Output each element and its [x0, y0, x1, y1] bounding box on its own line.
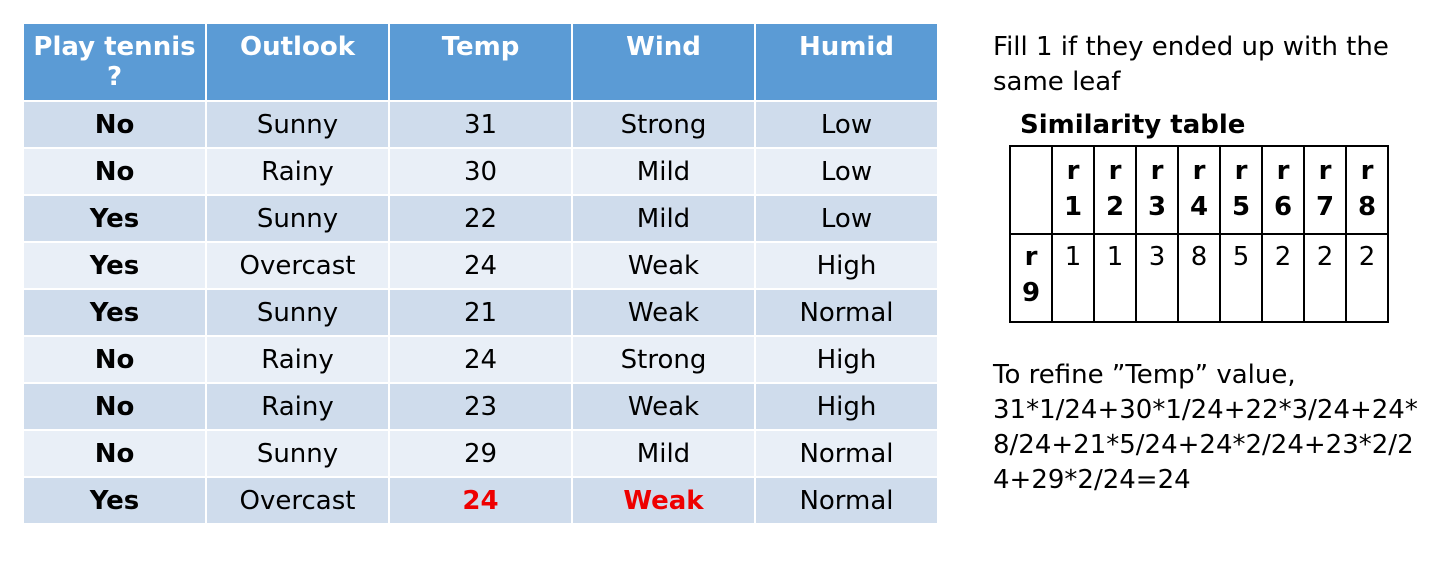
cell: High [754, 241, 939, 290]
sim-header-cell: r4 [1177, 145, 1221, 235]
refine-text: To refine ”Temp” value, 31*1/24+30*1/24+… [993, 358, 1425, 498]
cell: Weak [571, 476, 756, 525]
cell: Yes [22, 288, 207, 337]
sim-header-cell: r8 [1345, 145, 1389, 235]
sim-header-cell: r5 [1219, 145, 1263, 235]
cell: Mild [571, 429, 756, 478]
sim-header-label: r6 [1273, 156, 1293, 222]
refine-intro: To refine ”Temp” value, [993, 360, 1296, 390]
sim-header-label: r8 [1357, 156, 1377, 222]
cell: Sunny [205, 429, 390, 478]
sim-row-label: r9 [1021, 242, 1041, 308]
note: Fill 1 if they ended up with the same le… [993, 32, 1389, 97]
sim-header-cell: r1 [1051, 145, 1095, 235]
sim-row-label-cell: r9 [1009, 233, 1053, 323]
cell: High [754, 382, 939, 431]
sim-value: 1 [1093, 233, 1137, 323]
cell: Strong [571, 335, 756, 384]
similarity-table: r1 r2 r3 r4 r5 r6 r7 r8 r9 1 1 3 8 5 2 2 2 [1009, 145, 1389, 323]
cell: Rainy [205, 382, 390, 431]
cell: Overcast [205, 241, 390, 290]
cell: Weak [571, 241, 756, 290]
cell: Low [754, 194, 939, 243]
sim-header-label: r7 [1315, 156, 1335, 222]
cell: No [22, 147, 207, 196]
data-table: Play tennis ? Outlook Temp Wind Humid No Sunny… [22, 22, 939, 525]
cell: Normal [754, 429, 939, 478]
sim-header-label: r2 [1105, 156, 1125, 222]
sim-value: 3 [1135, 233, 1179, 323]
cell: No [22, 335, 207, 384]
cell: 31 [388, 100, 573, 149]
header-cell: Wind [571, 22, 756, 102]
cell: High [754, 335, 939, 384]
cell: Normal [754, 288, 939, 337]
sim-data-row: r9 1 1 3 8 5 2 2 2 [1009, 233, 1389, 323]
sim-value: 2 [1345, 233, 1389, 323]
cell: No [22, 382, 207, 431]
cell: Mild [571, 194, 756, 243]
header-cell: Temp [388, 22, 573, 102]
cell: Weak [571, 382, 756, 431]
sim-header-label: r5 [1231, 156, 1251, 222]
cell: No [22, 100, 207, 149]
sim-header-cell: r3 [1135, 145, 1179, 235]
cell: Rainy [205, 147, 390, 196]
refine-formula: 31*1/24+30*1/24+22*3/24+24*8/24+21*5/24+… [993, 395, 1418, 495]
cell: Yes [22, 194, 207, 243]
sim-value: 2 [1261, 233, 1305, 323]
sim-value: 8 [1177, 233, 1221, 323]
sim-header-label: r4 [1189, 156, 1209, 222]
header-cell: Humid [754, 22, 939, 102]
cell: 29 [388, 429, 573, 478]
cell: Mild [571, 147, 756, 196]
cell: Low [754, 147, 939, 196]
sim-header-cell: r7 [1303, 145, 1347, 235]
row: Yes Sunny 22 Mild Low [22, 194, 939, 243]
cell: 22 [388, 194, 573, 243]
sim-header-label: r3 [1147, 156, 1167, 222]
cell: Normal [754, 476, 939, 525]
header-cell: Outlook [205, 22, 390, 102]
row: No Rainy 30 Mild Low [22, 147, 939, 196]
row: No Sunny 31 Strong Low [22, 100, 939, 149]
cell: Rainy [205, 335, 390, 384]
sim-value: 1 [1051, 233, 1095, 323]
row: Yes Sunny 21 Weak Normal [22, 288, 939, 337]
cell: No [22, 429, 207, 478]
sim-value: 5 [1219, 233, 1263, 323]
cell: Yes [22, 476, 207, 525]
cell: Sunny [205, 288, 390, 337]
cell: 24 [388, 241, 573, 290]
sim-header-row: r1 r2 r3 r4 r5 r6 r7 r8 [1009, 145, 1389, 235]
sim-header-label: r1 [1063, 156, 1083, 222]
cell: 21 [388, 288, 573, 337]
cell: 24 [388, 476, 573, 525]
cell: Sunny [205, 194, 390, 243]
row: No Rainy 24 Strong High [22, 335, 939, 384]
cell: Strong [571, 100, 756, 149]
cell: Low [754, 100, 939, 149]
sim-header-cell: r6 [1261, 145, 1305, 235]
cell: 30 [388, 147, 573, 196]
sim-header-cell: r2 [1093, 145, 1137, 235]
cell: 23 [388, 382, 573, 431]
cell: Weak [571, 288, 756, 337]
row: No Rainy 23 Weak High [22, 382, 939, 431]
header-cell: Play tennis ? [22, 22, 207, 102]
row: Yes Overcast 24 Weak High [22, 241, 939, 290]
cell: Overcast [205, 476, 390, 525]
row: No Sunny 29 Mild Normal [22, 429, 939, 478]
header-row: Play tennis ? Outlook Temp Wind Humid [22, 22, 939, 102]
cell: 24 [388, 335, 573, 384]
similarity-title: Similarity table [1020, 110, 1246, 140]
sim-corner [1009, 145, 1053, 235]
row: Yes Overcast 24 Weak Normal [22, 476, 939, 525]
cell: Yes [22, 241, 207, 290]
sim-value: 2 [1303, 233, 1347, 323]
cell: Sunny [205, 100, 390, 149]
